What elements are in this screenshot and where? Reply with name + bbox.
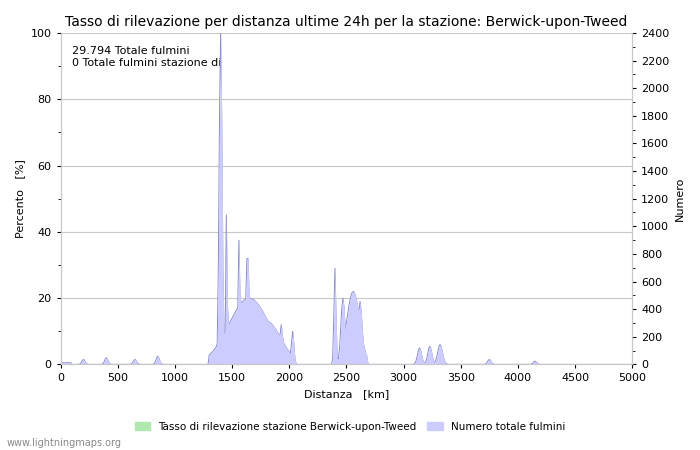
Y-axis label: Percento   [%]: Percento [%]	[15, 159, 25, 238]
Text: 29.794 Totale fulmini
0 Totale fulmini stazione di: 29.794 Totale fulmini 0 Totale fulmini s…	[72, 46, 221, 68]
X-axis label: Distanza   [km]: Distanza [km]	[304, 389, 389, 399]
Y-axis label: Numero: Numero	[675, 176, 685, 221]
Legend: Tasso di rilevazione stazione Berwick-upon-Tweed, Numero totale fulmini: Tasso di rilevazione stazione Berwick-up…	[130, 418, 570, 436]
Text: www.lightningmaps.org: www.lightningmaps.org	[7, 438, 122, 448]
Title: Tasso di rilevazione per distanza ultime 24h per la stazione: Berwick-upon-Tweed: Tasso di rilevazione per distanza ultime…	[65, 15, 628, 29]
